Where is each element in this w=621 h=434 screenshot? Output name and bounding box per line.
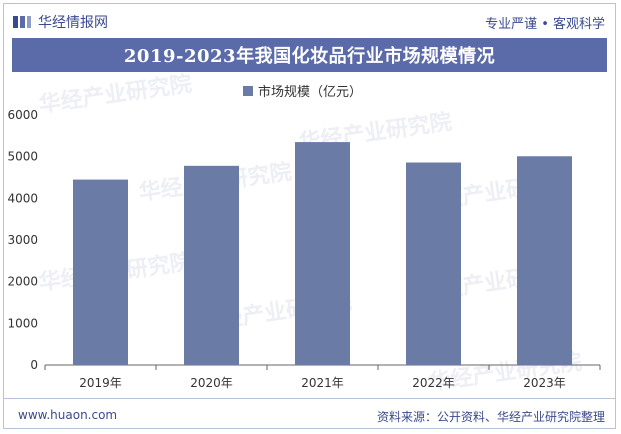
y-tick-label: 0: [30, 358, 38, 372]
x-tick-label: 2021年: [301, 376, 344, 390]
logo-text: 华经情报网: [38, 15, 108, 31]
y-tick-label: 3000: [7, 233, 38, 247]
logo[interactable]: 华经情报网: [12, 12, 108, 32]
bar: [184, 165, 239, 365]
legend: 市场规模（亿元）: [243, 84, 362, 100]
x-tick-label: 2020年: [190, 376, 233, 390]
chart-title: 2019-2023年我国化妆品行业市场规模情况: [123, 46, 496, 67]
y-tick-label: 5000: [7, 150, 38, 164]
legend-swatch: [243, 86, 253, 96]
bar: [295, 142, 350, 365]
y-axis: 0 1000 2000 3000 4000 5000 6000: [7, 108, 600, 372]
bar: [517, 156, 572, 365]
bar: [73, 179, 128, 365]
y-tick-label: 1000: [7, 316, 38, 330]
x-tick-label: 2019年: [79, 376, 122, 390]
x-axis: 2019年 2020年 2021年 2022年 2023年: [44, 365, 601, 390]
header-bar: 华经情报网 专业严谨 • 客观科学: [4, 4, 615, 36]
footer-source: 资料来源：公开资料、华经产业研究院整理: [376, 410, 605, 424]
x-tick-label: 2022年: [412, 376, 455, 390]
y-tick-label: 6000: [7, 108, 38, 122]
y-tick-label: 2000: [7, 275, 38, 289]
slogan: 专业严谨 • 客观科学: [485, 17, 605, 32]
x-tick-label: 2023年: [523, 376, 566, 390]
footer-bar: www.huaon.com 资料来源：公开资料、华经产业研究院整理: [4, 398, 615, 431]
bar: [406, 162, 461, 365]
bars: [73, 142, 572, 365]
y-tick-label: 4000: [7, 191, 38, 205]
footer-url[interactable]: www.huaon.com: [18, 408, 118, 422]
legend-label: 市场规模（亿元）: [258, 84, 362, 100]
title-bar: 2019-2023年我国化妆品行业市场规模情况: [12, 38, 607, 72]
huajing-logo-icon: [13, 16, 31, 28]
